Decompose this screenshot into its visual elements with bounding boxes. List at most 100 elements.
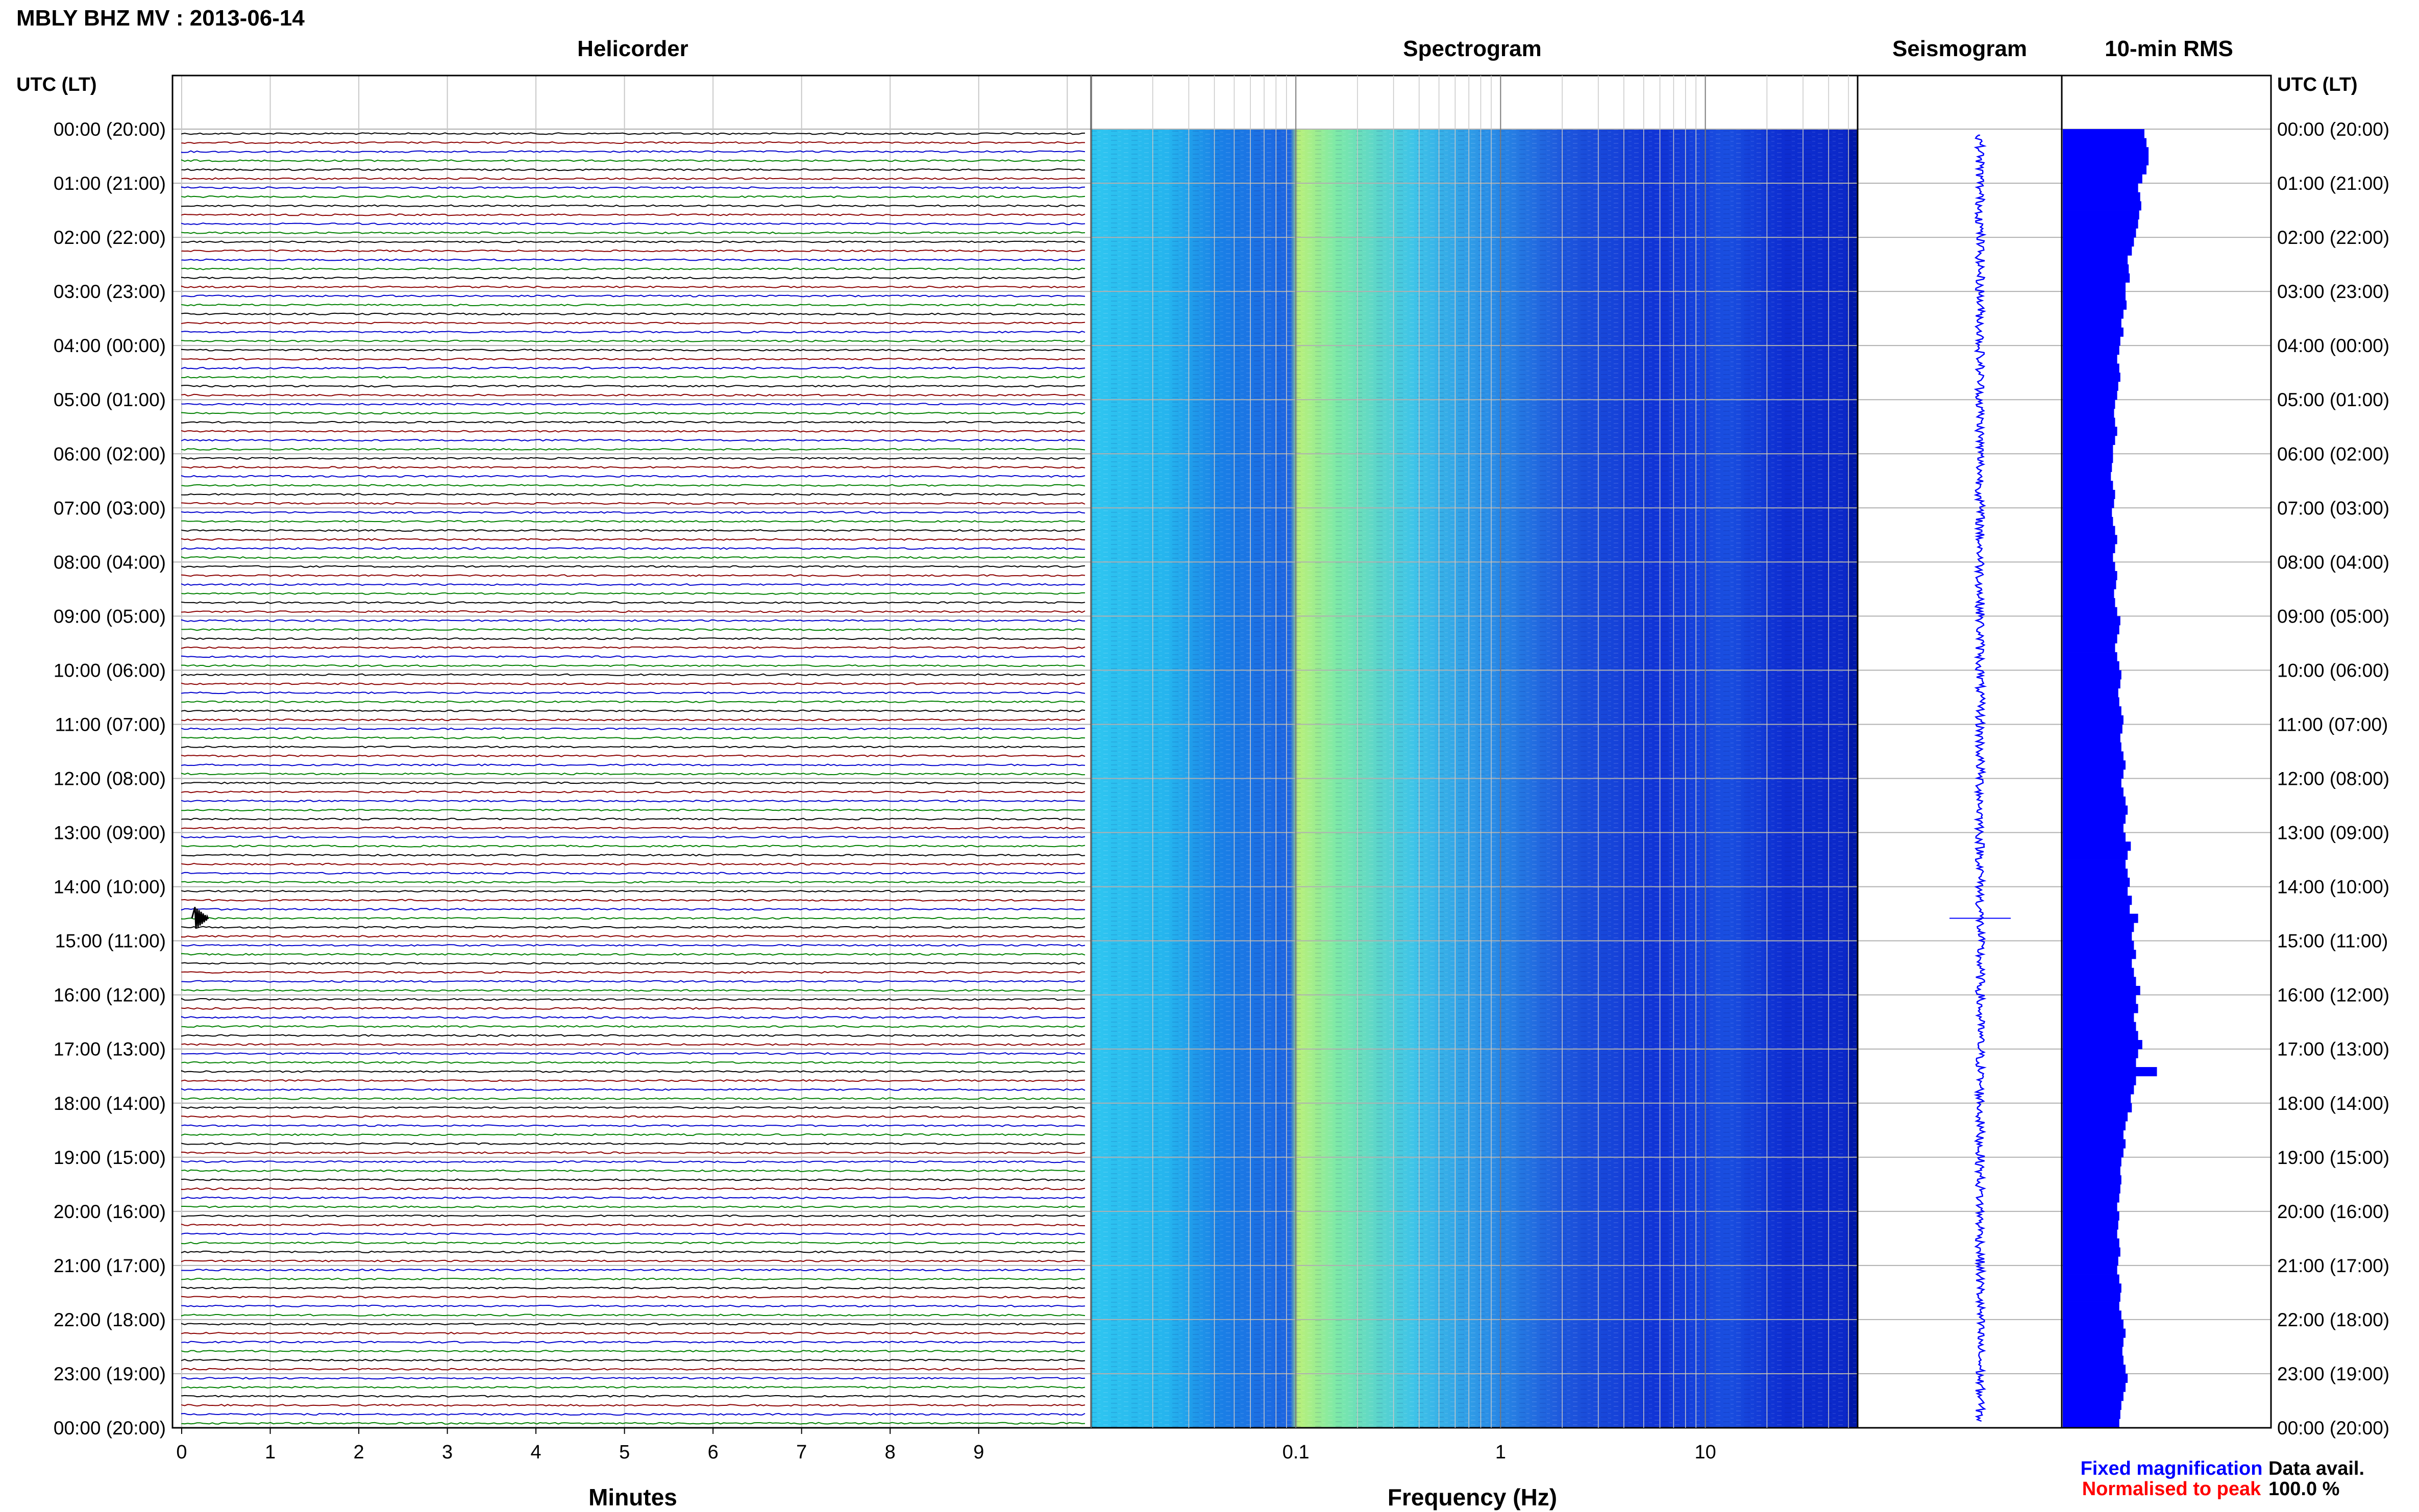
helicorder-trace bbox=[181, 682, 1085, 685]
helicorder-trace bbox=[181, 800, 1085, 803]
rms-bar bbox=[2063, 1157, 2121, 1167]
time-tick-label: 08:00 (04:00) bbox=[54, 552, 166, 573]
rms-bar bbox=[2063, 616, 2120, 626]
time-tick-label: 06:00 (02:00) bbox=[54, 443, 166, 464]
helicorder-trace bbox=[181, 430, 1085, 433]
helicorder-trace bbox=[181, 547, 1085, 550]
helicorder-trace bbox=[181, 718, 1085, 722]
helicorder-trace bbox=[181, 1296, 1085, 1299]
time-axis-label-right: UTC (LT) bbox=[2277, 74, 2358, 95]
rms-bar bbox=[2063, 291, 2126, 301]
helicorder-trace bbox=[181, 1395, 1085, 1398]
freq-tick-label: 0.1 bbox=[1282, 1442, 1310, 1463]
rms-bar bbox=[2063, 580, 2116, 589]
time-tick-label: 09:00 (05:00) bbox=[54, 606, 166, 627]
rms-bar bbox=[2063, 931, 2132, 941]
helicorder-trace bbox=[181, 709, 1085, 712]
helicorder-trace bbox=[181, 727, 1085, 730]
time-tick-label: 19:00 (15:00) bbox=[54, 1147, 166, 1168]
rms-bar bbox=[2063, 1103, 2132, 1112]
rms-bar bbox=[2063, 336, 2120, 346]
helicorder-trace bbox=[181, 746, 1085, 749]
rms-bar bbox=[2063, 1085, 2134, 1095]
helicorder-trace bbox=[181, 1404, 1085, 1407]
rms-bar bbox=[2063, 444, 2113, 454]
helicorder-trace bbox=[181, 817, 1085, 821]
rms-bar bbox=[2063, 553, 2113, 562]
time-axis-label-left: UTC (LT) bbox=[16, 74, 97, 95]
helicorder-trace bbox=[181, 366, 1085, 370]
helicorder-trace bbox=[181, 989, 1085, 992]
minute-tick-label: 9 bbox=[973, 1442, 984, 1463]
rms-bar bbox=[2063, 1121, 2126, 1131]
rms-bar bbox=[2063, 345, 2119, 355]
rms-bar bbox=[2063, 715, 2124, 725]
helicorder-trace bbox=[181, 502, 1085, 505]
rms-bar bbox=[2063, 1310, 2121, 1320]
time-tick-label: 23:00 (19:00) bbox=[54, 1364, 166, 1384]
rms-bar bbox=[2063, 724, 2122, 734]
helicorder-trace bbox=[181, 1341, 1085, 1344]
rms-bar bbox=[2063, 363, 2119, 373]
rms-bar bbox=[2063, 571, 2117, 581]
rms-bar bbox=[2063, 400, 2115, 409]
rms-bar bbox=[2063, 1022, 2136, 1031]
rms-bar bbox=[2063, 958, 2132, 969]
time-tick-label: 15:00 (11:00) bbox=[55, 931, 166, 952]
rms-bars bbox=[2063, 129, 2157, 1428]
rms-bar bbox=[2063, 1220, 2118, 1230]
rms-bar bbox=[2063, 1355, 2124, 1365]
minute-ticks: 0 1 2 3 4 5 6 7 8 9 bbox=[176, 1428, 984, 1463]
helicorder-trace bbox=[181, 781, 1085, 785]
rms-bar bbox=[2063, 950, 2136, 959]
rms-bar bbox=[2063, 462, 2112, 472]
rms-bar bbox=[2063, 1175, 2121, 1185]
rms-bar bbox=[2063, 535, 2117, 544]
helicorder-trace bbox=[181, 790, 1085, 794]
minute-tick-label: 3 bbox=[442, 1442, 453, 1463]
rms-bar bbox=[2063, 1274, 2119, 1284]
helicorder-trace bbox=[181, 1304, 1085, 1308]
time-tick-label: 06:00 (02:00) bbox=[2277, 443, 2389, 464]
rms-bar bbox=[2063, 1166, 2120, 1176]
rms-bar bbox=[2063, 1184, 2120, 1194]
time-tick-label: 17:00 (13:00) bbox=[54, 1039, 166, 1060]
helicorder-trace bbox=[181, 872, 1085, 875]
legend-fixed-magnification: Fixed magnification bbox=[2081, 1458, 2263, 1479]
helicorder-trace bbox=[181, 1242, 1085, 1245]
helicorder-trace bbox=[181, 285, 1085, 288]
helicorder-trace bbox=[181, 691, 1085, 695]
time-tick-label: 16:00 (12:00) bbox=[2277, 985, 2389, 1006]
rms-bar bbox=[2063, 1301, 2119, 1311]
helicorder-trace bbox=[181, 222, 1085, 226]
rms-bar bbox=[2063, 138, 2146, 147]
helicorder-trace bbox=[181, 1358, 1085, 1362]
helicorder-trace bbox=[181, 583, 1085, 586]
helicorder-trace bbox=[181, 637, 1085, 640]
rms-bar bbox=[2063, 1211, 2119, 1221]
helicorder-trace bbox=[181, 1196, 1085, 1199]
time-tick-label: 17:00 (13:00) bbox=[2277, 1039, 2389, 1060]
rms-bar bbox=[2063, 264, 2129, 274]
helicorder-trace bbox=[181, 1043, 1085, 1046]
helicorder-trace bbox=[181, 457, 1085, 460]
rms-bar bbox=[2063, 769, 2124, 779]
rms-bar bbox=[2063, 697, 2119, 707]
rms-bar bbox=[2063, 977, 2136, 986]
minute-tick-label: 6 bbox=[708, 1442, 719, 1463]
rms-bar bbox=[2063, 417, 2115, 427]
minute-tick-label: 8 bbox=[885, 1442, 896, 1463]
rms-bar bbox=[2063, 1031, 2138, 1040]
time-tick-label: 16:00 (12:00) bbox=[54, 985, 166, 1006]
rms-bar bbox=[2063, 904, 2130, 914]
rms-bar bbox=[2063, 481, 2113, 490]
freq-ticks: 0.1 1 10 bbox=[1091, 76, 1849, 1463]
time-tick-label: 09:00 (05:00) bbox=[2277, 606, 2389, 627]
helicorder-trace bbox=[181, 1061, 1085, 1064]
rms-bar bbox=[2063, 643, 2115, 653]
rms-bar bbox=[2063, 282, 2126, 292]
helicorder-trace bbox=[181, 1160, 1085, 1163]
rms-bar bbox=[2063, 327, 2124, 337]
helicorder-trace bbox=[181, 1097, 1085, 1100]
time-tick-label: 01:00 (21:00) bbox=[54, 173, 166, 194]
